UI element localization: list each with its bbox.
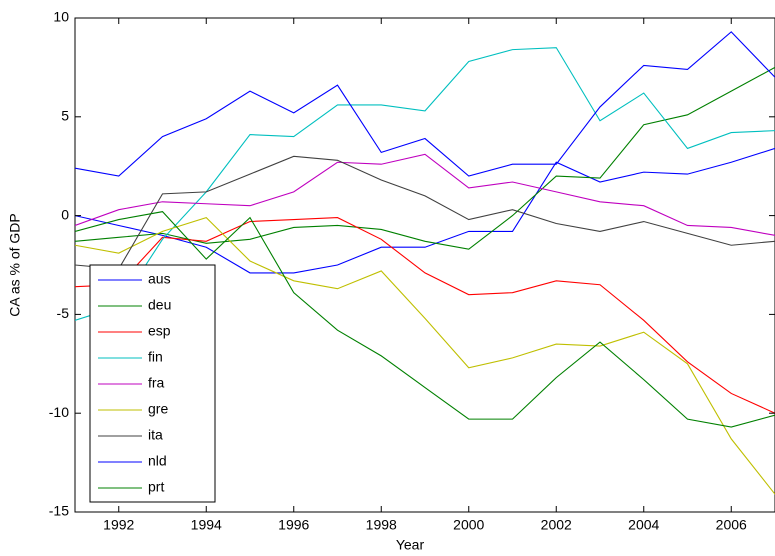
- series-line: [75, 216, 775, 495]
- legend-label: esp: [148, 323, 171, 339]
- legend-label: aus: [148, 271, 171, 287]
- series-line: [75, 211, 775, 428]
- x-tick-label: 2000: [453, 517, 484, 533]
- y-tick-label: 10: [53, 9, 69, 25]
- y-tick-label: -10: [49, 404, 69, 420]
- legend-label: fra: [148, 375, 165, 391]
- y-tick-label: -5: [57, 305, 70, 321]
- legend-label: gre: [148, 401, 168, 417]
- legend-label: prt: [148, 479, 164, 495]
- y-axis-label: CA as % of GDP: [7, 213, 23, 316]
- series-line: [75, 31, 775, 177]
- series-line: [75, 217, 775, 414]
- x-tick-label: 1994: [191, 517, 222, 533]
- x-tick-label: 2006: [716, 517, 747, 533]
- x-tick-label: 2004: [628, 517, 659, 533]
- series-line: [75, 47, 775, 321]
- x-tick-label: 2002: [541, 517, 572, 533]
- y-tick-label: -15: [49, 503, 69, 519]
- y-tick-label: 5: [61, 108, 69, 124]
- legend-label: nld: [148, 453, 167, 469]
- legend-label: fin: [148, 349, 163, 365]
- series-line: [75, 155, 775, 270]
- series-line: [75, 153, 775, 236]
- legend-label: deu: [148, 297, 171, 313]
- x-tick-label: 1992: [103, 517, 134, 533]
- y-tick-label: 0: [61, 206, 69, 222]
- legend-label: ita: [148, 427, 163, 443]
- lines: [75, 31, 775, 495]
- x-axis-label: Year: [396, 537, 425, 553]
- x-tick-label: 1996: [278, 517, 309, 533]
- x-tick-label: 1998: [366, 517, 397, 533]
